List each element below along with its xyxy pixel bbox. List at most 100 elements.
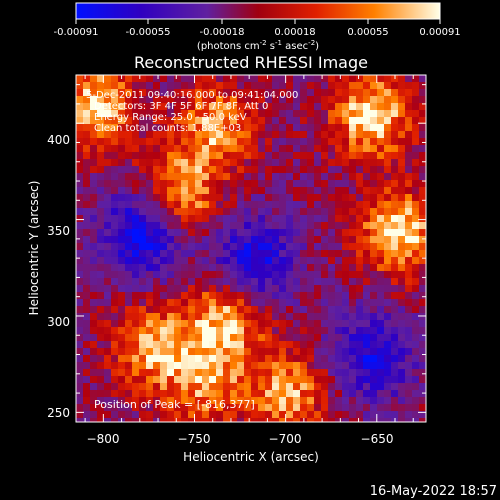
heatmap-cell — [111, 418, 119, 422]
heatmap-cell — [391, 299, 399, 307]
heatmap-cell — [195, 208, 203, 216]
heatmap-cell — [188, 82, 196, 90]
heatmap-cell — [335, 75, 343, 83]
heatmap-cell — [146, 166, 154, 174]
heatmap-cell — [419, 383, 426, 391]
heatmap-cell — [412, 306, 420, 314]
heatmap-cell — [125, 383, 133, 391]
heatmap-cell — [132, 313, 140, 321]
heatmap-cell — [118, 404, 126, 412]
heatmap-cell — [251, 208, 259, 216]
heatmap-cell — [160, 390, 168, 398]
heatmap-cell — [90, 411, 98, 419]
heatmap-cell — [265, 215, 273, 223]
heatmap-cell — [377, 117, 385, 125]
heatmap-cell — [356, 362, 364, 370]
heatmap-cell — [97, 397, 105, 405]
heatmap-cell — [237, 306, 245, 314]
heatmap-cell — [300, 236, 308, 244]
heatmap-cell — [167, 194, 175, 202]
heatmap-cell — [328, 159, 336, 167]
heatmap-cell — [419, 110, 426, 118]
heatmap-cell — [349, 229, 357, 237]
heatmap-cell — [83, 334, 91, 342]
heatmap-cell — [223, 327, 231, 335]
heatmap-cell — [307, 229, 315, 237]
heatmap-cell — [314, 376, 322, 384]
heatmap-cell — [300, 383, 308, 391]
heatmap-cell — [328, 271, 336, 279]
heatmap-cell — [216, 278, 224, 286]
heatmap-cell — [237, 103, 245, 111]
heatmap-cell — [125, 103, 133, 111]
heatmap-cell — [237, 397, 245, 405]
heatmap-cell — [104, 229, 112, 237]
heatmap-cell — [118, 229, 126, 237]
heatmap-cell — [111, 159, 119, 167]
heatmap-cell — [412, 201, 420, 209]
info-time-range: 5-Dec-2011 09:40:16.000 to 09:41:04.000 — [86, 90, 298, 101]
heatmap-cell — [307, 362, 315, 370]
heatmap-cell — [426, 124, 434, 132]
heatmap-cell — [307, 124, 315, 132]
heatmap-cell — [419, 292, 426, 300]
heatmap-cell — [167, 131, 175, 139]
heatmap-cell — [391, 222, 399, 230]
heatmap-cell — [370, 82, 378, 90]
heatmap-cell — [118, 299, 126, 307]
info-overlay: 5-Dec-2011 09:40:16.000 to 09:41:04.000 … — [86, 90, 298, 134]
heatmap-cell — [230, 418, 238, 422]
x-axis-label: Heliocentric X (arcsec) — [183, 450, 319, 464]
heatmap-cell — [405, 383, 413, 391]
heatmap-cell — [97, 187, 105, 195]
heatmap-cell — [83, 159, 91, 167]
heatmap-cell — [370, 166, 378, 174]
heatmap-cell — [118, 152, 126, 160]
heatmap-cell — [300, 187, 308, 195]
heatmap-cell — [76, 180, 84, 188]
heatmap-cell — [335, 355, 343, 363]
heatmap-cell — [244, 264, 252, 272]
heatmap-cell — [188, 138, 196, 146]
heatmap-cell — [111, 397, 119, 405]
heatmap-cell — [146, 201, 154, 209]
heatmap-cell — [342, 117, 350, 125]
heatmap-cell — [265, 124, 273, 132]
heatmap-cell — [391, 306, 399, 314]
heatmap-cell — [377, 250, 385, 258]
heatmap-cell — [405, 264, 413, 272]
heatmap-cell — [419, 425, 427, 433]
heatmap-cell — [139, 194, 147, 202]
heatmap-cell — [265, 299, 273, 307]
heatmap-cell — [265, 271, 273, 279]
heatmap-cell — [349, 369, 357, 377]
heatmap-cell — [356, 285, 364, 293]
heatmap-cell — [83, 306, 91, 314]
heatmap-cell — [153, 292, 161, 300]
heatmap-cell — [342, 250, 350, 258]
heatmap-cell — [244, 96, 252, 104]
heatmap-cell — [160, 250, 168, 258]
heatmap-cell — [174, 355, 182, 363]
heatmap-cell — [90, 362, 98, 370]
heatmap-cell — [405, 411, 413, 419]
heatmap-cell — [377, 306, 385, 314]
heatmap-cell — [223, 383, 231, 391]
heatmap-cell — [223, 222, 231, 230]
x-tick-label: −800 — [87, 432, 120, 446]
heatmap-cell — [244, 285, 252, 293]
heatmap-cell — [286, 299, 294, 307]
heatmap-cell — [412, 299, 420, 307]
heatmap-cell — [279, 75, 287, 83]
heatmap-cell — [174, 152, 182, 160]
heatmap-cell — [209, 222, 217, 230]
heatmap-cell — [349, 110, 357, 118]
colorbar-frame — [75, 2, 441, 20]
heatmap-cell — [391, 201, 399, 209]
heatmap-cell — [174, 285, 182, 293]
heatmap-cell — [342, 334, 350, 342]
heatmap-cell — [195, 75, 203, 83]
heatmap-cell — [139, 355, 147, 363]
heatmap-cell — [139, 166, 147, 174]
